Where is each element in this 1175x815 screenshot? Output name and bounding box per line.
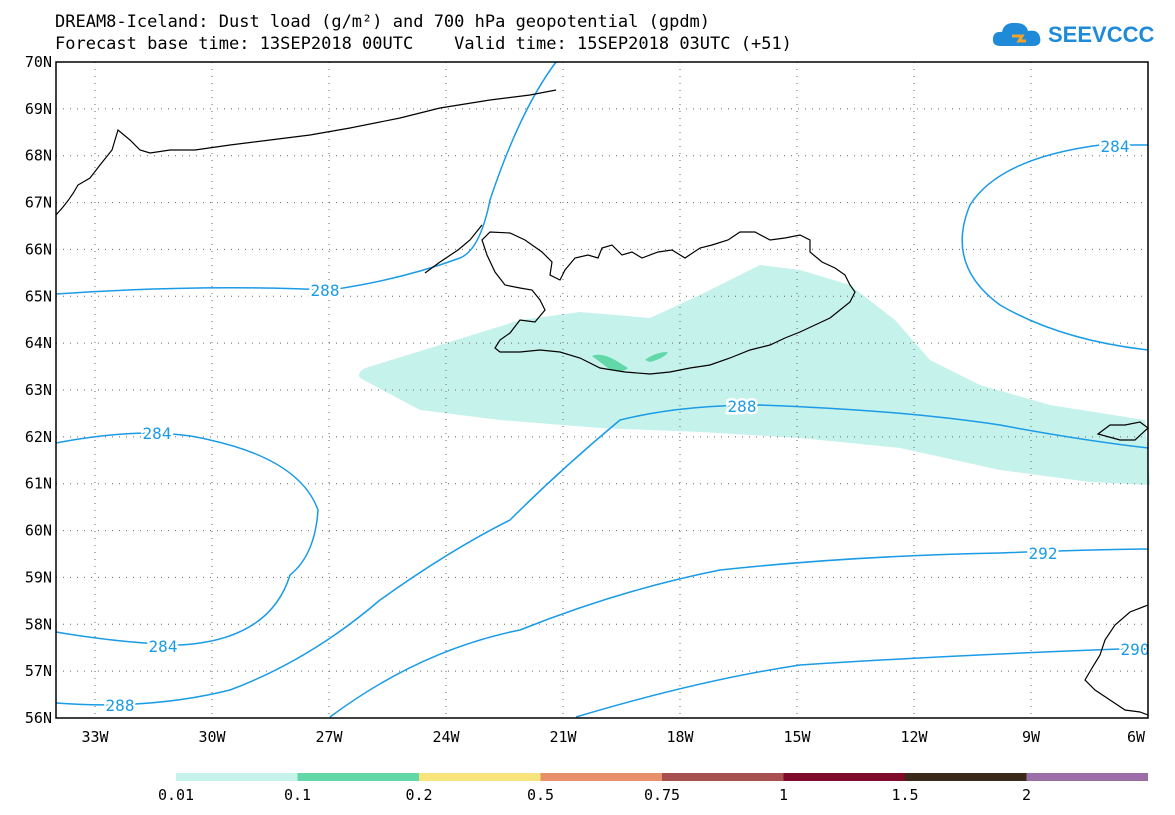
longitude-label: 30W: [198, 728, 226, 746]
cloud-icon: [992, 22, 1041, 46]
legend-label: 2: [1022, 786, 1031, 804]
latitude-label: 69N: [25, 100, 52, 118]
seevccc-logo: SEEVCCC: [990, 14, 1160, 60]
latitude-label: 56N: [25, 709, 52, 727]
legend-swatch: [419, 773, 541, 781]
legend-label: 1: [779, 786, 788, 804]
contour-labels: 288 288 284 284 284 288 292 290: [103, 135, 1152, 718]
longitude-label: 27W: [315, 728, 343, 746]
contour-label: 284: [1101, 137, 1130, 156]
latitude-label: 65N: [25, 287, 52, 305]
longitude-label: 21W: [549, 728, 577, 746]
legend-label: 0.5: [527, 786, 554, 804]
longitude-label: 12W: [900, 728, 928, 746]
legend-swatch: [905, 773, 1027, 781]
map-title: DREAM8-Iceland: Dust load (g/m²) and 700…: [55, 12, 711, 32]
contour-288-middle: [55, 404, 1149, 706]
latitude-label: 68N: [25, 147, 52, 165]
contour-label: 284: [143, 424, 172, 443]
longitude-labels: 33W 30W 27W 24W 21W 18W 15W 12W 9W 6W: [81, 728, 1146, 746]
latitude-label: 70N: [25, 53, 52, 71]
scotland-coast: [1084, 604, 1149, 716]
contour-label: 292: [1029, 544, 1058, 563]
contour-label: 288: [311, 281, 340, 300]
greenland-east-coast: [424, 224, 483, 274]
longitude-label: 15W: [783, 728, 811, 746]
logo-text: SEEVCCC: [1048, 22, 1155, 47]
grid-lines: [56, 62, 1148, 718]
legend-label: 0.2: [405, 786, 432, 804]
contour-290: [575, 647, 1149, 718]
contour-label: 284: [149, 637, 178, 656]
dust-load-legend: 0.01 0.1 0.2 0.5 0.75 1 1.5 2: [158, 773, 1148, 804]
latitude-label: 63N: [25, 381, 52, 399]
map-frame: [55, 61, 1149, 719]
longitude-label: 18W: [666, 728, 694, 746]
legend-label: 0.01: [158, 786, 194, 804]
latitude-label: 59N: [25, 568, 52, 586]
legend-swatch: [176, 773, 298, 781]
latitude-label: 61N: [25, 475, 52, 493]
longitude-label: 33W: [81, 728, 109, 746]
legend-swatch: [662, 773, 784, 781]
longitude-label: 9W: [1022, 728, 1041, 746]
contour-label: 288: [106, 696, 135, 715]
dust-plume-light: [359, 265, 1150, 485]
contour-284-west: [55, 432, 319, 646]
latitude-labels: 70N 69N 68N 67N 66N 65N 64N 63N 62N 61N 60N 59N 58N 5…: [25, 53, 52, 727]
iceland-coast: [481, 231, 856, 375]
legend-swatch: [783, 773, 905, 781]
latitude-label: 64N: [25, 334, 52, 352]
coastlines: [55, 89, 1149, 716]
faroe-islands: [1096, 421, 1149, 441]
latitude-label: 58N: [25, 615, 52, 633]
legend-swatch: [297, 773, 419, 781]
contour-288-north: [55, 61, 557, 295]
latitude-label: 67N: [25, 194, 52, 212]
contour-label: 288: [728, 397, 757, 416]
contour-292: [329, 548, 1149, 718]
latitude-label: 66N: [25, 240, 52, 258]
longitude-label: 6W: [1127, 728, 1146, 746]
latitude-label: 57N: [25, 662, 52, 680]
legend-swatch: [1026, 773, 1148, 781]
forecast-time-subtitle: Forecast base time: 13SEP2018 00UTC Vali…: [55, 34, 792, 54]
legend-swatch: [540, 773, 662, 781]
dust-core-b: [645, 352, 668, 362]
legend-label: 0.75: [644, 786, 680, 804]
contour-label: 290: [1121, 640, 1150, 659]
contour-284-northeast: [961, 144, 1149, 351]
latitude-label: 60N: [25, 522, 52, 540]
dust-core-a: [592, 354, 628, 371]
longitude-label: 24W: [432, 728, 460, 746]
latitude-label: 62N: [25, 428, 52, 446]
legend-label: 1.5: [891, 786, 918, 804]
legend-label: 0.1: [284, 786, 311, 804]
greenland-coast: [55, 89, 557, 216]
